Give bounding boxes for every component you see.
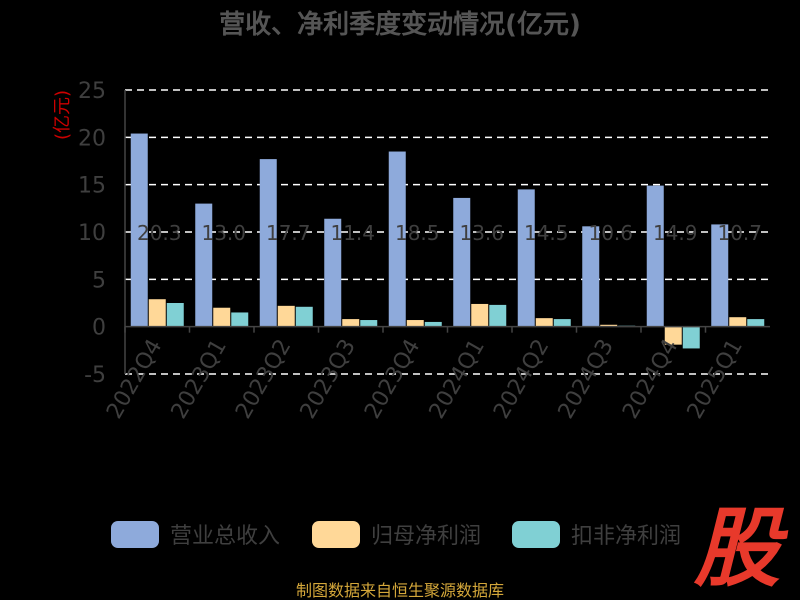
y-tick-label: 5 — [92, 268, 106, 293]
bar-2023Q4-1 — [406, 320, 424, 327]
y-tick-label: 0 — [92, 316, 106, 341]
bar-2024Q2-1 — [535, 318, 553, 327]
bar-2023Q3-0 — [324, 218, 342, 327]
x-tick-label: 2024Q1 — [425, 335, 490, 423]
data-label: 14.5 — [524, 221, 569, 245]
bar-2024Q1-2 — [489, 304, 507, 327]
bar-2023Q2-1 — [277, 305, 295, 327]
bar-2023Q4-2 — [424, 321, 442, 327]
legend: 营业总收入 归母净利润 扣非净利润 — [111, 521, 681, 549]
legend-swatch — [111, 521, 159, 548]
x-tick-label: 2024Q3 — [554, 335, 619, 423]
bar-2025Q1-2 — [747, 319, 765, 327]
data-label: 17.7 — [266, 221, 311, 245]
legend-swatch — [512, 521, 560, 548]
data-label: 11.4 — [330, 221, 375, 245]
bar-2024Q1-1 — [471, 303, 489, 327]
legend-label: 归母净利润 — [371, 524, 481, 549]
bar-2024Q3-0 — [582, 226, 600, 327]
y-tick-label: 10 — [78, 221, 106, 246]
data-label: 14.9 — [653, 221, 698, 245]
bar-2024Q1-0 — [453, 197, 471, 327]
data-label: 18.5 — [395, 221, 440, 245]
x-tick-label: 2022Q4 — [102, 335, 167, 423]
data-label: 10.7 — [717, 221, 762, 245]
legend-label: 营业总收入 — [170, 524, 280, 549]
logo-mark: 股 — [693, 499, 789, 599]
bar-2024Q2-0 — [517, 189, 535, 327]
legend-label: 扣非净利润 — [571, 524, 681, 549]
bar-2023Q2-2 — [295, 306, 313, 327]
bar-2023Q3-1 — [342, 319, 360, 327]
bar-2023Q4-0 — [388, 151, 406, 327]
data-label: 13.0 — [201, 221, 246, 245]
bars — [130, 133, 765, 349]
x-tick-label: 2023Q3 — [296, 335, 361, 423]
y-axis-ticks: -5 0 5 10 15 20 25 — [78, 79, 106, 388]
bar-2024Q4-1 — [664, 326, 682, 345]
y-tick-label: 15 — [78, 174, 106, 199]
chart-title: 营收、净利季度变动情况(亿元) — [219, 9, 581, 40]
bar-2024Q4-0 — [646, 185, 664, 327]
bar-2024Q3-1 — [600, 324, 618, 327]
bar-2023Q1-0 — [195, 203, 213, 327]
bar-2023Q1-1 — [213, 307, 231, 327]
data-labels: 20.3 13.0 17.7 11.4 18.5 13.6 14.5 10.6 14.9 10.7 — [137, 221, 762, 245]
bar-2023Q2-0 — [259, 159, 277, 327]
bar-2023Q3-2 — [360, 320, 378, 327]
data-label: 13.6 — [459, 221, 504, 245]
bar-2025Q1-0 — [711, 224, 729, 327]
legend-swatch — [312, 521, 360, 548]
source-note: 制图数据来自恒生聚源数据库 — [296, 581, 504, 600]
y-tick-label: 20 — [78, 126, 106, 151]
x-tick-label: 2024Q4 — [618, 335, 683, 423]
bar-2025Q1-1 — [729, 317, 747, 327]
data-label: 10.6 — [588, 221, 633, 245]
bar-2024Q4-2 — [682, 326, 700, 349]
bar-2024Q2-2 — [553, 319, 571, 327]
x-tick-label: 2023Q2 — [231, 335, 296, 423]
bar-2022Q4-1 — [148, 299, 166, 327]
x-tick-label: 2023Q4 — [360, 335, 425, 423]
bar-2023Q1-2 — [231, 312, 249, 327]
y-axis-label: (亿元) — [52, 90, 73, 140]
bar-2022Q4-2 — [166, 303, 184, 327]
x-axis-ticks: 2022Q4 2023Q1 2023Q2 2023Q3 2023Q4 2024Q1 2024… — [102, 326, 748, 423]
y-tick-label: -5 — [84, 363, 106, 388]
x-tick-label: 2023Q1 — [167, 335, 232, 423]
y-tick-label: 25 — [78, 79, 106, 104]
data-label: 20.3 — [137, 221, 182, 245]
x-tick-label: 2024Q2 — [489, 335, 554, 423]
bar-2022Q4-0 — [130, 133, 148, 327]
